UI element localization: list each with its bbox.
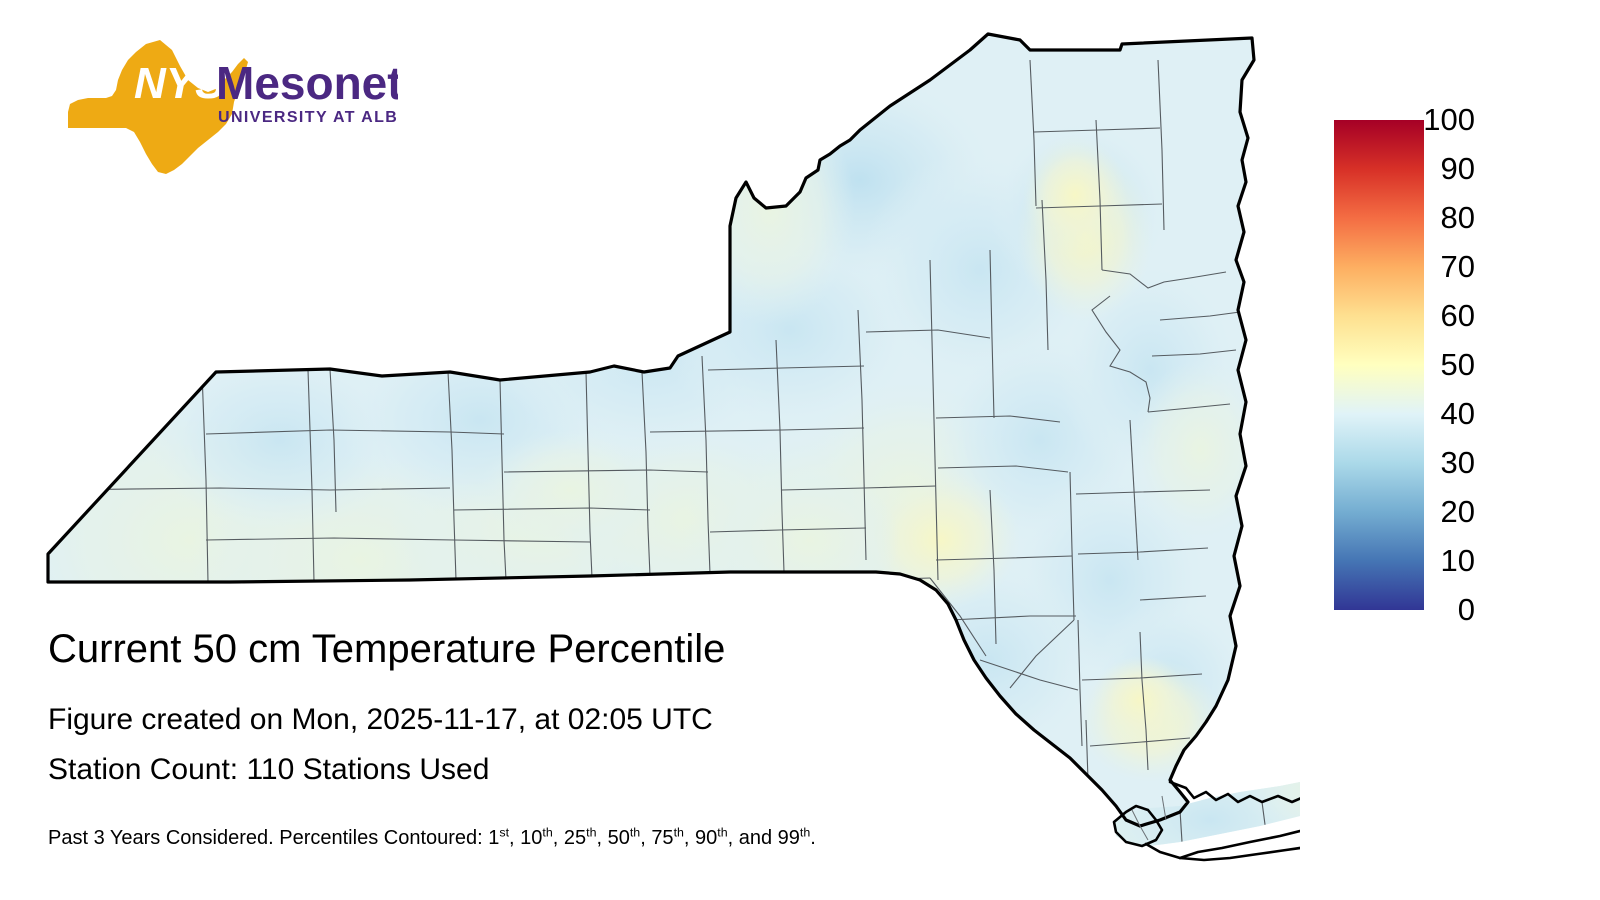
logo-mesonet-text: Mesonet xyxy=(216,57,398,109)
ny-state-silhouette-icon xyxy=(68,40,248,174)
svg-text:Mesonet: Mesonet xyxy=(216,57,398,109)
percentile-colorbar[interactable] xyxy=(1334,120,1424,610)
county-boundaries xyxy=(49,59,1241,811)
footnote-separator: , xyxy=(640,827,652,849)
state-outline xyxy=(46,32,1256,828)
footnote-prefix: Past 3 Years Considered. Percentiles Con… xyxy=(48,827,489,849)
footnote-percentile-ordinal: th xyxy=(799,825,811,840)
nys-mesonet-logo[interactable]: NYS Mesonet UNIVERSITY AT ALBANY xyxy=(48,36,398,176)
map-panel[interactable] xyxy=(30,20,1300,880)
footnote-percentile-ordinal: th xyxy=(542,825,553,840)
footnote-percentile-value: 10 xyxy=(520,827,543,849)
colorbar-gradient xyxy=(1334,120,1424,610)
footnote-suffix: . xyxy=(810,827,816,849)
footnote-percentile-ordinal: th xyxy=(586,825,597,840)
svg-text:NYS: NYS xyxy=(134,59,224,108)
footnote-percentile-value: 90 xyxy=(695,827,718,849)
creation-timestamp: Figure created on Mon, 2025-11-17, at 02… xyxy=(48,703,713,736)
nys-mesonet-logo-graphic: NYS Mesonet UNIVERSITY AT ALBANY xyxy=(68,40,398,174)
logo-nys-text: NYS xyxy=(134,59,224,108)
footnote: Past 3 Years Considered. Percentiles Con… xyxy=(48,826,816,850)
footnote-percentile-ordinal: th xyxy=(673,825,684,840)
svg-text:UNIVERSITY AT ALBANY: UNIVERSITY AT ALBANY xyxy=(218,109,398,126)
footnote-percentile-ordinal: th xyxy=(629,825,641,840)
footnote-percentile-value: 1 xyxy=(488,827,500,849)
footnote-separator: , xyxy=(596,827,608,849)
logo-university-text: UNIVERSITY AT ALBANY xyxy=(218,109,398,126)
footnote-separator: , xyxy=(552,827,564,849)
footnote-separator: , xyxy=(683,827,696,849)
footnote-separator: , and xyxy=(727,827,778,849)
nyc-borough-lines xyxy=(1131,795,1167,841)
footnote-percentile-ordinal: th xyxy=(717,825,728,840)
new-york-state-choropleth-map[interactable] xyxy=(30,20,1300,880)
footnote-percentile-list: 1st, 10th, 25th, 50th, 75th, 90th, and 9… xyxy=(488,825,811,849)
long-island-outline xyxy=(1112,780,1300,862)
footnote-percentile-value: 25 xyxy=(563,827,587,849)
footnote-percentile-ordinal: st xyxy=(499,825,510,840)
footnote-percentile-value: 75 xyxy=(651,827,674,849)
footnote-separator: , xyxy=(509,827,521,849)
page-title: Current 50 cm Temperature Percentile xyxy=(48,627,726,671)
footnote-percentile-value: 50 xyxy=(607,827,630,849)
station-count: Station Count: 110 Stations Used xyxy=(48,753,490,786)
footnote-percentile-value: 99 xyxy=(777,827,800,849)
